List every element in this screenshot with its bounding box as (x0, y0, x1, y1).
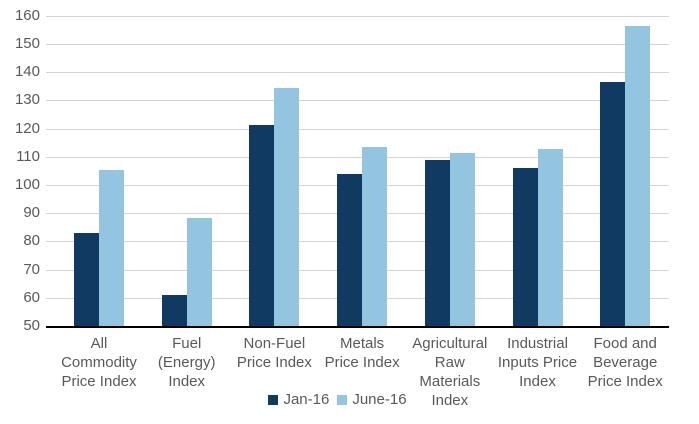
y-axis-tick-label: 90 (23, 204, 40, 222)
y-axis-tick-label: 100 (14, 175, 40, 193)
x-axis-category-label: Agricultural Raw Materials Index (412, 335, 488, 409)
y-axis-tick-label: 50 (23, 317, 40, 334)
x-axis-category-label: Non-Fuel Price Index (236, 335, 312, 371)
y-axis-tick-label: 150 (14, 34, 40, 52)
legend-swatch-icon (337, 394, 348, 405)
legend-item-june-16: June-16 (337, 391, 407, 408)
bar-june-16-2 (186, 217, 212, 326)
bar-june-16-1 (99, 170, 124, 326)
y-axis-tick-label: 80 (23, 232, 40, 250)
bar-june-16-4 (362, 147, 388, 326)
legend-label: June-16 (352, 391, 407, 408)
legend-item-jan-16: Jan-16 (268, 391, 329, 408)
legend: Jan-16 June-16 (0, 391, 687, 408)
x-axis-category-label: Food and Beverage Price Index (587, 335, 663, 390)
bar-june-16-6 (537, 149, 563, 326)
bar-june-16-7 (625, 26, 651, 326)
y-axis-tick-label: 120 (14, 119, 40, 137)
x-axis-line (46, 325, 669, 328)
bar-jan-16-7 (600, 81, 626, 326)
gridline (46, 15, 669, 17)
gridline (46, 156, 669, 158)
legend-swatch-icon (268, 394, 279, 405)
y-axis-tick-label: 110 (16, 147, 40, 165)
bar-jan-16-4 (337, 174, 363, 326)
gridline (46, 128, 669, 130)
y-axis-tick-label: 160 (14, 6, 40, 24)
y-axis-tick-label: 70 (23, 260, 40, 278)
bar-jan-16-3 (249, 124, 275, 326)
y-axis-tick-label: 140 (14, 63, 40, 81)
gridline (46, 43, 669, 45)
bar-june-16-3 (274, 87, 300, 326)
gridline (46, 72, 669, 74)
x-axis-category-label: Metals Price Index (324, 335, 400, 371)
bar-june-16-5 (449, 152, 475, 326)
y-axis-tick-label: 130 (14, 91, 40, 109)
y-axis-tick-label: 60 (23, 288, 40, 306)
legend-label: Jan-16 (283, 391, 330, 408)
x-axis-category-label: Industrial Inputs Price Index (497, 335, 578, 390)
x-axis-category-label: Fuel (Energy) Index (157, 335, 216, 390)
bar-jan-16-2 (161, 294, 187, 326)
x-axis-category-label: All Commodity Price Index (61, 335, 137, 390)
gridline (46, 100, 669, 102)
bar-jan-16-5 (424, 160, 450, 326)
bar-jan-16-6 (512, 168, 538, 326)
bar-jan-16-1 (74, 232, 99, 326)
